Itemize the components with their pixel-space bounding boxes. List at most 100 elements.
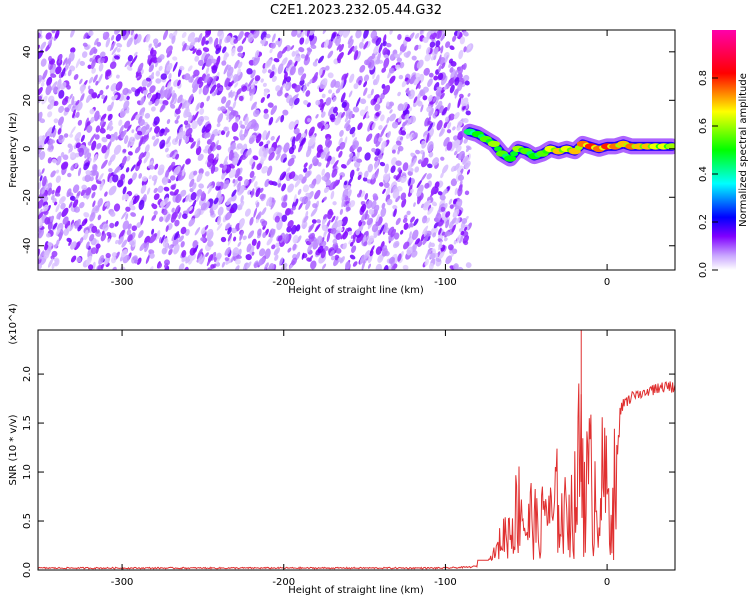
noise-speck — [385, 173, 391, 184]
noise-speck — [395, 140, 402, 146]
colorbar-tick-label: 0.4 — [698, 166, 709, 182]
noise-speck — [288, 97, 294, 107]
noise-speck — [205, 66, 210, 75]
noise-speck — [54, 240, 60, 249]
noise-speck — [95, 80, 99, 86]
noise-speck — [428, 151, 434, 158]
noise-speck — [450, 178, 458, 187]
noise-speck — [70, 255, 77, 263]
noise-speck — [145, 33, 151, 43]
noise-speck — [113, 165, 120, 175]
noise-speck — [113, 144, 122, 155]
noise-speck — [266, 165, 273, 177]
noise-speck — [202, 84, 210, 96]
noise-speck — [270, 135, 275, 141]
noise-speck — [311, 155, 318, 164]
colorbar-tick-label: 0.6 — [698, 118, 709, 134]
noise-speck — [440, 32, 446, 42]
noise-speck — [324, 151, 330, 161]
noise-speck — [150, 71, 155, 81]
noise-speck — [60, 161, 69, 170]
noise-speck — [387, 226, 395, 236]
noise-speck — [75, 58, 81, 69]
noise-speck — [105, 37, 111, 48]
noise-speck — [373, 204, 380, 213]
noise-speck — [324, 65, 330, 71]
noise-speck — [452, 224, 456, 233]
noise-speck — [138, 230, 144, 239]
noise-speck — [303, 167, 308, 173]
noise-speck — [153, 42, 158, 47]
noise-speck — [232, 100, 237, 109]
noise-speck — [218, 196, 224, 206]
noise-speck — [296, 235, 302, 243]
noise-speck — [207, 240, 214, 247]
noise-speck — [294, 60, 298, 67]
noise-speck — [261, 207, 267, 216]
noise-speck — [335, 248, 342, 254]
noise-speck — [316, 144, 323, 153]
noise-speck — [153, 193, 160, 201]
noise-speck — [268, 263, 275, 270]
noise-speck — [226, 66, 234, 77]
noise-speck — [178, 235, 184, 243]
noise-speck — [181, 163, 185, 171]
noise-speck — [58, 89, 65, 99]
noise-speck — [437, 72, 444, 81]
noise-speck — [51, 262, 55, 270]
noise-speck — [363, 81, 368, 88]
noise-speck — [51, 189, 55, 195]
noise-speck — [303, 162, 308, 168]
noise-speck — [202, 47, 210, 53]
noise-speck — [414, 44, 419, 51]
noise-speck — [461, 97, 469, 107]
noise-speck — [399, 136, 404, 141]
noise-speck — [205, 123, 212, 133]
noise-speck — [216, 145, 222, 151]
noise-speck — [358, 80, 362, 86]
noise-speck — [188, 93, 194, 103]
noise-speck — [434, 110, 438, 116]
noise-speck — [39, 150, 46, 161]
noise-speck — [400, 130, 407, 136]
noise-speck — [141, 79, 148, 88]
noise-speck — [430, 188, 437, 198]
noise-speck — [161, 103, 166, 110]
noise-speck — [201, 36, 206, 46]
noise-speck — [185, 158, 191, 165]
noise-speck — [449, 45, 455, 51]
noise-speck — [425, 46, 431, 55]
noise-speck — [38, 218, 43, 227]
noise-speck — [249, 217, 254, 226]
noise-speck — [196, 138, 201, 143]
noise-speck — [250, 175, 256, 184]
noise-speck — [115, 74, 120, 79]
noise-speck — [165, 213, 171, 223]
noise-speck — [194, 227, 201, 236]
noise-speck — [155, 78, 162, 84]
noise-speck — [445, 41, 451, 48]
noise-speck — [246, 261, 252, 270]
noise-speck — [126, 155, 131, 162]
noise-speck — [109, 41, 116, 52]
noise-speck — [214, 88, 218, 96]
noise-speck — [363, 234, 367, 244]
noise-speck — [408, 177, 412, 187]
noise-speck — [411, 157, 418, 167]
noise-speck — [160, 73, 168, 80]
noise-speck — [100, 263, 105, 269]
noise-speck — [457, 97, 462, 109]
noise-speck — [457, 66, 464, 75]
noise-speck — [367, 240, 372, 246]
noise-speck — [422, 86, 429, 93]
noise-speck — [392, 240, 400, 249]
noise-speck — [294, 50, 299, 55]
noise-speck — [443, 122, 448, 129]
noise-speck — [201, 191, 205, 199]
noise-speck — [252, 155, 259, 161]
noise-speck — [361, 260, 366, 270]
noise-speck — [281, 201, 288, 208]
noise-speck — [402, 264, 409, 270]
noise-speck — [467, 44, 472, 50]
noise-speck — [342, 188, 349, 198]
